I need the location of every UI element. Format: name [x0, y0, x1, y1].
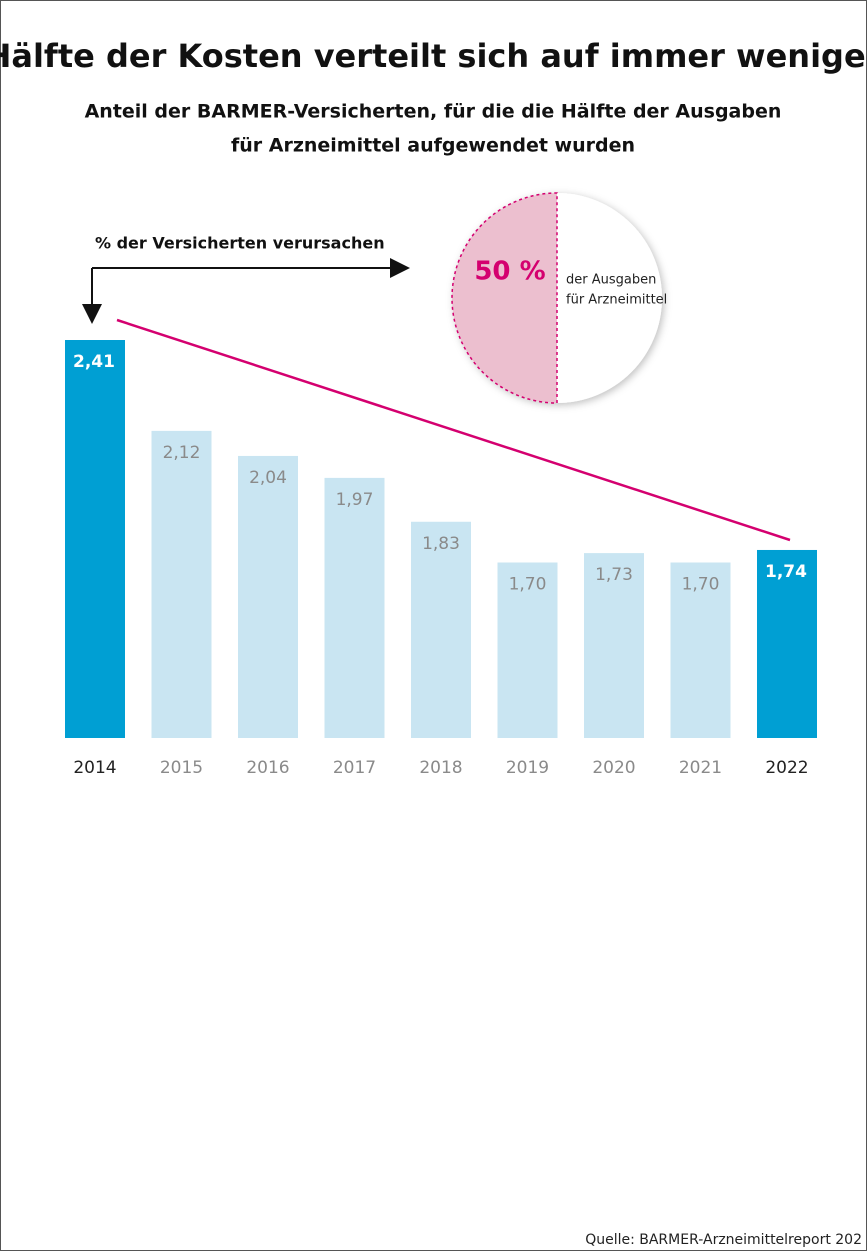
bar	[324, 477, 385, 738]
annotation: % der Versicherten verursachen	[95, 234, 385, 253]
x-tick-label: 2016	[246, 758, 289, 778]
chart-title: Hälfte der Kosten verteilt sich auf imme…	[0, 37, 867, 75]
value-label: 1,73	[595, 565, 633, 585]
x-tick-label: 2014	[73, 758, 116, 778]
value-label: 2,04	[249, 468, 287, 488]
x-tick-label: 2015	[160, 758, 203, 778]
value-label: 2,12	[163, 443, 201, 463]
value-label: 1,97	[336, 490, 374, 510]
value-label: 1,70	[509, 575, 547, 595]
x-tick-label: 2017	[333, 758, 376, 778]
bar	[757, 549, 817, 738]
bar	[151, 430, 212, 738]
bar	[584, 553, 644, 738]
pie-label: 50 %	[474, 257, 545, 287]
x-tick-label: 2022	[765, 758, 808, 778]
value-label: 1,74	[765, 562, 807, 582]
subtitle: Anteil der BARMER-Versicherten, für die …	[85, 101, 782, 123]
value-label: 2,41	[73, 352, 115, 372]
x-tick-label: 2018	[419, 758, 462, 778]
x-tick-label: 2020	[592, 758, 635, 778]
pie-text: für Arzneimittel	[566, 293, 667, 308]
bar	[65, 340, 125, 738]
pie-text: der Ausgaben	[566, 273, 656, 288]
bar	[670, 562, 731, 738]
bar	[411, 521, 471, 738]
value-label: 1,70	[682, 575, 720, 595]
x-tick-label: 2021	[679, 758, 722, 778]
x-tick-label: 2019	[506, 758, 549, 778]
trend-line	[116, 318, 791, 542]
bar	[497, 562, 558, 738]
pie-slice	[451, 192, 558, 404]
bar	[238, 455, 298, 738]
source: Quelle: BARMER-Arzneimittelreport 202	[585, 1232, 862, 1248]
subtitle: für Arzneimittel aufgewendet wurden	[231, 135, 635, 157]
value-label: 1,83	[422, 534, 460, 554]
